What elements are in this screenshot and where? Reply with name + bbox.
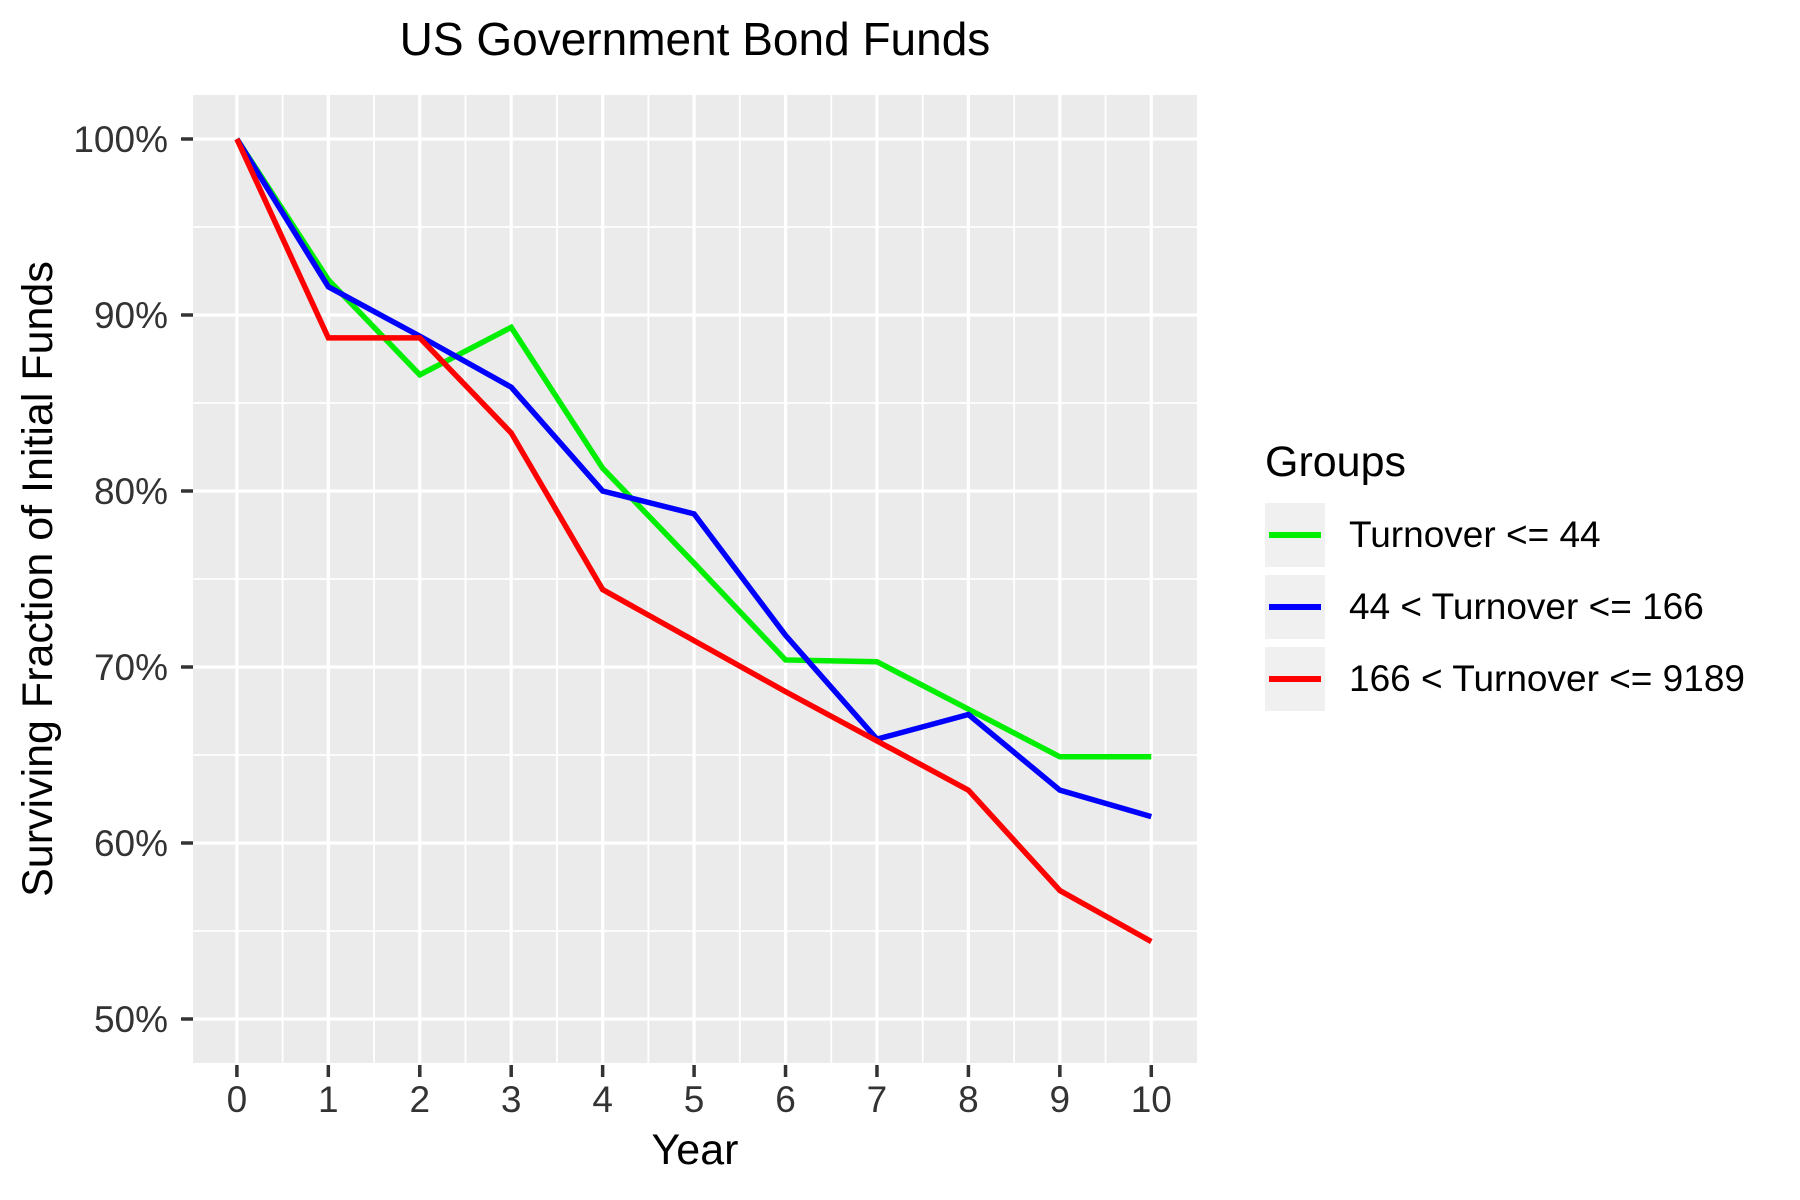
y-tick-label: 100%: [73, 119, 168, 160]
y-tick-label: 80%: [94, 471, 168, 512]
legend-item-turnover-high: 166 < Turnover <= 9189: [1265, 647, 1745, 711]
series-line-2: [234, 137, 1153, 944]
red-line-swatch-icon: [1269, 676, 1321, 682]
blue-line-swatch-icon: [1269, 604, 1321, 610]
legend-item-turnover-low: Turnover <= 44: [1265, 503, 1745, 567]
x-tick-label: 9: [1050, 1079, 1071, 1120]
legend: Groups Turnover <= 44 44 < Turnover <= 1…: [1265, 438, 1745, 719]
x-tick-label: 5: [684, 1079, 705, 1120]
x-tick-label: 2: [409, 1079, 430, 1120]
legend-label: 166 < Turnover <= 9189: [1349, 658, 1745, 699]
green-line-swatch-icon: [1269, 532, 1321, 538]
x-tick-label: 1: [318, 1079, 339, 1120]
y-tick-label: 70%: [94, 647, 168, 688]
y-tick-label: 90%: [94, 295, 168, 336]
page-title: US Government Bond Funds: [399, 13, 991, 65]
series-line-1: [234, 137, 1153, 820]
series-line-0: [234, 137, 1152, 760]
x-tick-label: 4: [592, 1079, 613, 1120]
x-tick-label: 3: [501, 1079, 522, 1120]
x-tick-label: 8: [958, 1079, 979, 1120]
legend-item-turnover-mid: 44 < Turnover <= 166: [1265, 575, 1745, 639]
legend-label: 44 < Turnover <= 166: [1349, 586, 1704, 627]
x-axis-title: Year: [651, 1126, 739, 1174]
legend-key: [1265, 575, 1325, 639]
legend-key: [1265, 503, 1325, 567]
y-tick-label: 60%: [94, 823, 168, 864]
x-tick-label: 6: [775, 1079, 796, 1120]
legend-key: [1265, 647, 1325, 711]
y-tick-label: 50%: [94, 999, 168, 1040]
legend-title: Groups: [1265, 438, 1407, 486]
legend-label: Turnover <= 44: [1349, 514, 1601, 555]
x-tick-label: 10: [1131, 1079, 1172, 1120]
y-axis-title: Surviving Fraction of Initial Funds: [14, 261, 62, 897]
x-tick-label: 0: [227, 1079, 248, 1120]
x-tick-label: 7: [867, 1079, 888, 1120]
